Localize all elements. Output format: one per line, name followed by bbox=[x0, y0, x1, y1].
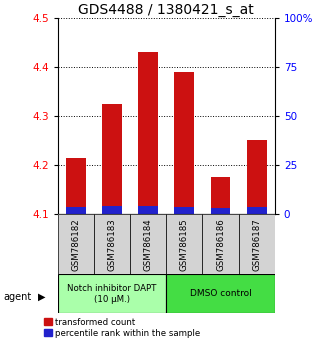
Title: GDS4488 / 1380421_s_at: GDS4488 / 1380421_s_at bbox=[78, 3, 254, 17]
Bar bbox=[130, 214, 166, 274]
Bar bbox=[174, 72, 194, 214]
Bar bbox=[247, 207, 266, 214]
Bar bbox=[66, 158, 86, 214]
Bar bbox=[174, 207, 194, 214]
Bar bbox=[138, 206, 158, 214]
Text: GSM786185: GSM786185 bbox=[180, 218, 189, 271]
Bar bbox=[166, 214, 203, 274]
Bar bbox=[102, 206, 122, 214]
Bar bbox=[58, 214, 94, 274]
Bar bbox=[211, 177, 230, 214]
Text: GSM786182: GSM786182 bbox=[71, 218, 80, 271]
Bar bbox=[166, 274, 275, 313]
Bar bbox=[239, 214, 275, 274]
Bar bbox=[66, 207, 86, 214]
Bar bbox=[58, 274, 166, 313]
Text: GSM786184: GSM786184 bbox=[144, 218, 153, 271]
Bar bbox=[211, 208, 230, 214]
Text: GSM786183: GSM786183 bbox=[108, 218, 117, 271]
Legend: transformed count, percentile rank within the sample: transformed count, percentile rank withi… bbox=[44, 318, 201, 338]
Bar bbox=[138, 52, 158, 214]
Text: ▶: ▶ bbox=[38, 292, 46, 302]
Text: Notch inhibitor DAPT
(10 μM.): Notch inhibitor DAPT (10 μM.) bbox=[68, 284, 157, 304]
Text: DMSO control: DMSO control bbox=[190, 289, 252, 298]
Bar bbox=[247, 141, 266, 214]
Text: GSM786187: GSM786187 bbox=[252, 218, 261, 271]
Text: agent: agent bbox=[3, 292, 31, 302]
Bar bbox=[203, 214, 239, 274]
Bar bbox=[94, 214, 130, 274]
Text: GSM786186: GSM786186 bbox=[216, 218, 225, 271]
Bar bbox=[102, 104, 122, 214]
